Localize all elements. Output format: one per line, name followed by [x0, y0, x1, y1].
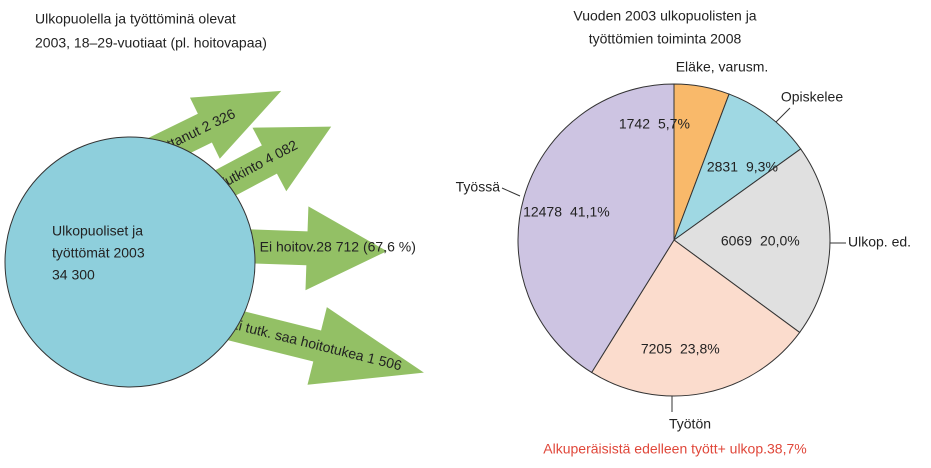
category-label: Opiskelee — [781, 89, 843, 105]
percent-label: 9,3% — [746, 159, 778, 175]
percent-label: 23,8% — [680, 341, 720, 357]
percent-label: 41,1% — [570, 204, 610, 220]
node-label: 34 300 — [52, 267, 95, 283]
category-label: Työssä — [456, 179, 501, 195]
category-label: Eläke, varusm. — [676, 59, 769, 75]
node-label: Ulkopuoliset ja — [52, 223, 143, 239]
value-label: 12478 — [523, 204, 562, 220]
pie-slice — [590, 239, 801, 397]
arrow-shape — [211, 206, 387, 291]
arrow-shape — [204, 126, 332, 205]
node-circle — [4, 136, 256, 388]
leader-line — [501, 187, 521, 197]
category-label: Työtön — [669, 416, 711, 432]
footnote: Alkuperäisistä edelleen tyött+ ulkop.38,… — [543, 441, 806, 457]
arrow-label: Ei tutk. Ei hoitov.28 712 (67,6 %) — [213, 239, 416, 255]
pie-slice — [673, 148, 831, 334]
diagram-title: Ulkopuolella ja työttöminä olevat — [35, 11, 236, 27]
value-label: 1742 — [619, 116, 650, 132]
chart-title: työttömien toiminta 2008 — [589, 31, 742, 47]
percent-label: 20,0% — [760, 233, 800, 249]
leader-line — [775, 107, 791, 123]
pie: 1742 5,7% 2831 9,3% 6069 20,0% 7205 23,8% 12478 4… — [456, 59, 911, 432]
pie-slice — [672, 93, 802, 242]
value-label: 2831 — [707, 159, 738, 175]
node-label: työttömät 2003 — [52, 245, 145, 261]
value-label: 6069 — [721, 233, 752, 249]
percent-label: 5,7% — [658, 116, 690, 132]
arrow — [211, 206, 387, 291]
arrow-shape — [221, 307, 424, 385]
diagram-title: 2003, 18–29-vuotiaat (pl. hoitovapaa) — [35, 35, 267, 51]
chart-title: Vuoden 2003 ulkopuolisten ja — [573, 8, 756, 24]
pie-slice — [517, 83, 675, 374]
value-label: 7205 — [641, 341, 672, 357]
category-label: Ulkop. ed. — [848, 234, 911, 250]
